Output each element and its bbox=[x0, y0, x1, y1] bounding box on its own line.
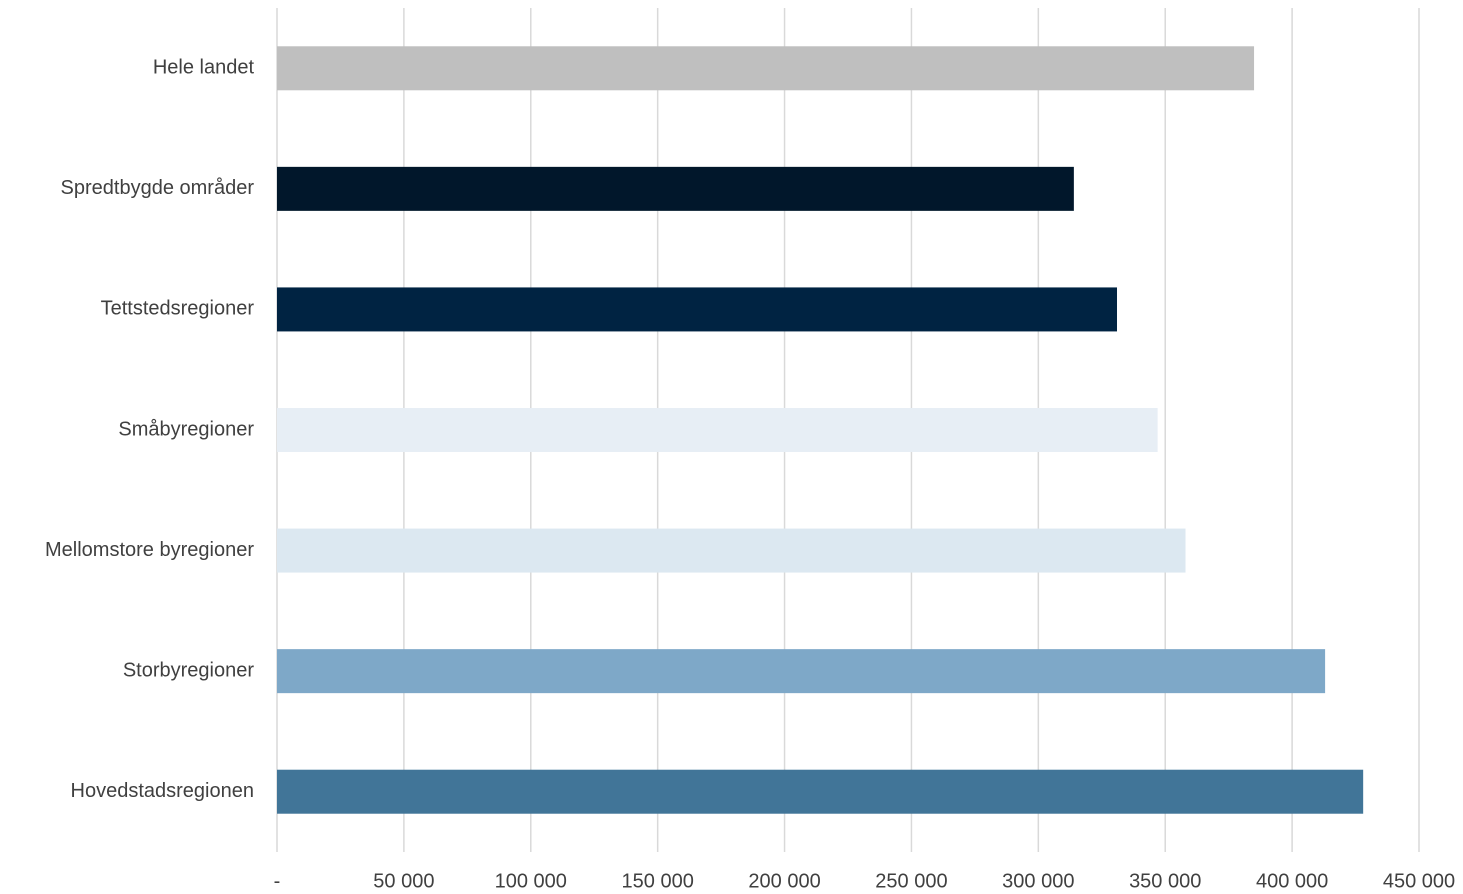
x-tick-label: 200 000 bbox=[748, 870, 820, 892]
x-tick-label: - bbox=[274, 870, 281, 892]
bar bbox=[277, 649, 1326, 694]
bar bbox=[277, 408, 1158, 452]
y-tick-label: Småbyregioner bbox=[118, 418, 254, 440]
x-tick-label: 350 000 bbox=[1129, 870, 1201, 892]
x-tick-label: 400 000 bbox=[1256, 870, 1328, 892]
y-tick-label: Tettstedsregioner bbox=[101, 298, 255, 320]
y-tick-label: Hele landet bbox=[153, 57, 255, 79]
bar bbox=[277, 287, 1118, 332]
y-tick-label: Mellomstore byregioner bbox=[45, 539, 254, 561]
x-tick-label: 100 000 bbox=[495, 870, 567, 892]
y-tick-label: Hovedstadsregionen bbox=[71, 780, 254, 802]
x-tick-label: 300 000 bbox=[1002, 870, 1074, 892]
bar bbox=[277, 46, 1255, 91]
x-tick-label: 450 000 bbox=[1383, 870, 1455, 892]
x-tick-label: 250 000 bbox=[875, 870, 947, 892]
y-tick-label: Storbyregioner bbox=[123, 659, 255, 681]
x-tick-label: 50 000 bbox=[373, 870, 434, 892]
bar bbox=[277, 528, 1186, 573]
bar bbox=[277, 166, 1074, 211]
bar bbox=[277, 769, 1364, 814]
x-tick-label: 150 000 bbox=[622, 870, 694, 892]
y-tick-label: Spredtbygde områder bbox=[61, 177, 255, 199]
